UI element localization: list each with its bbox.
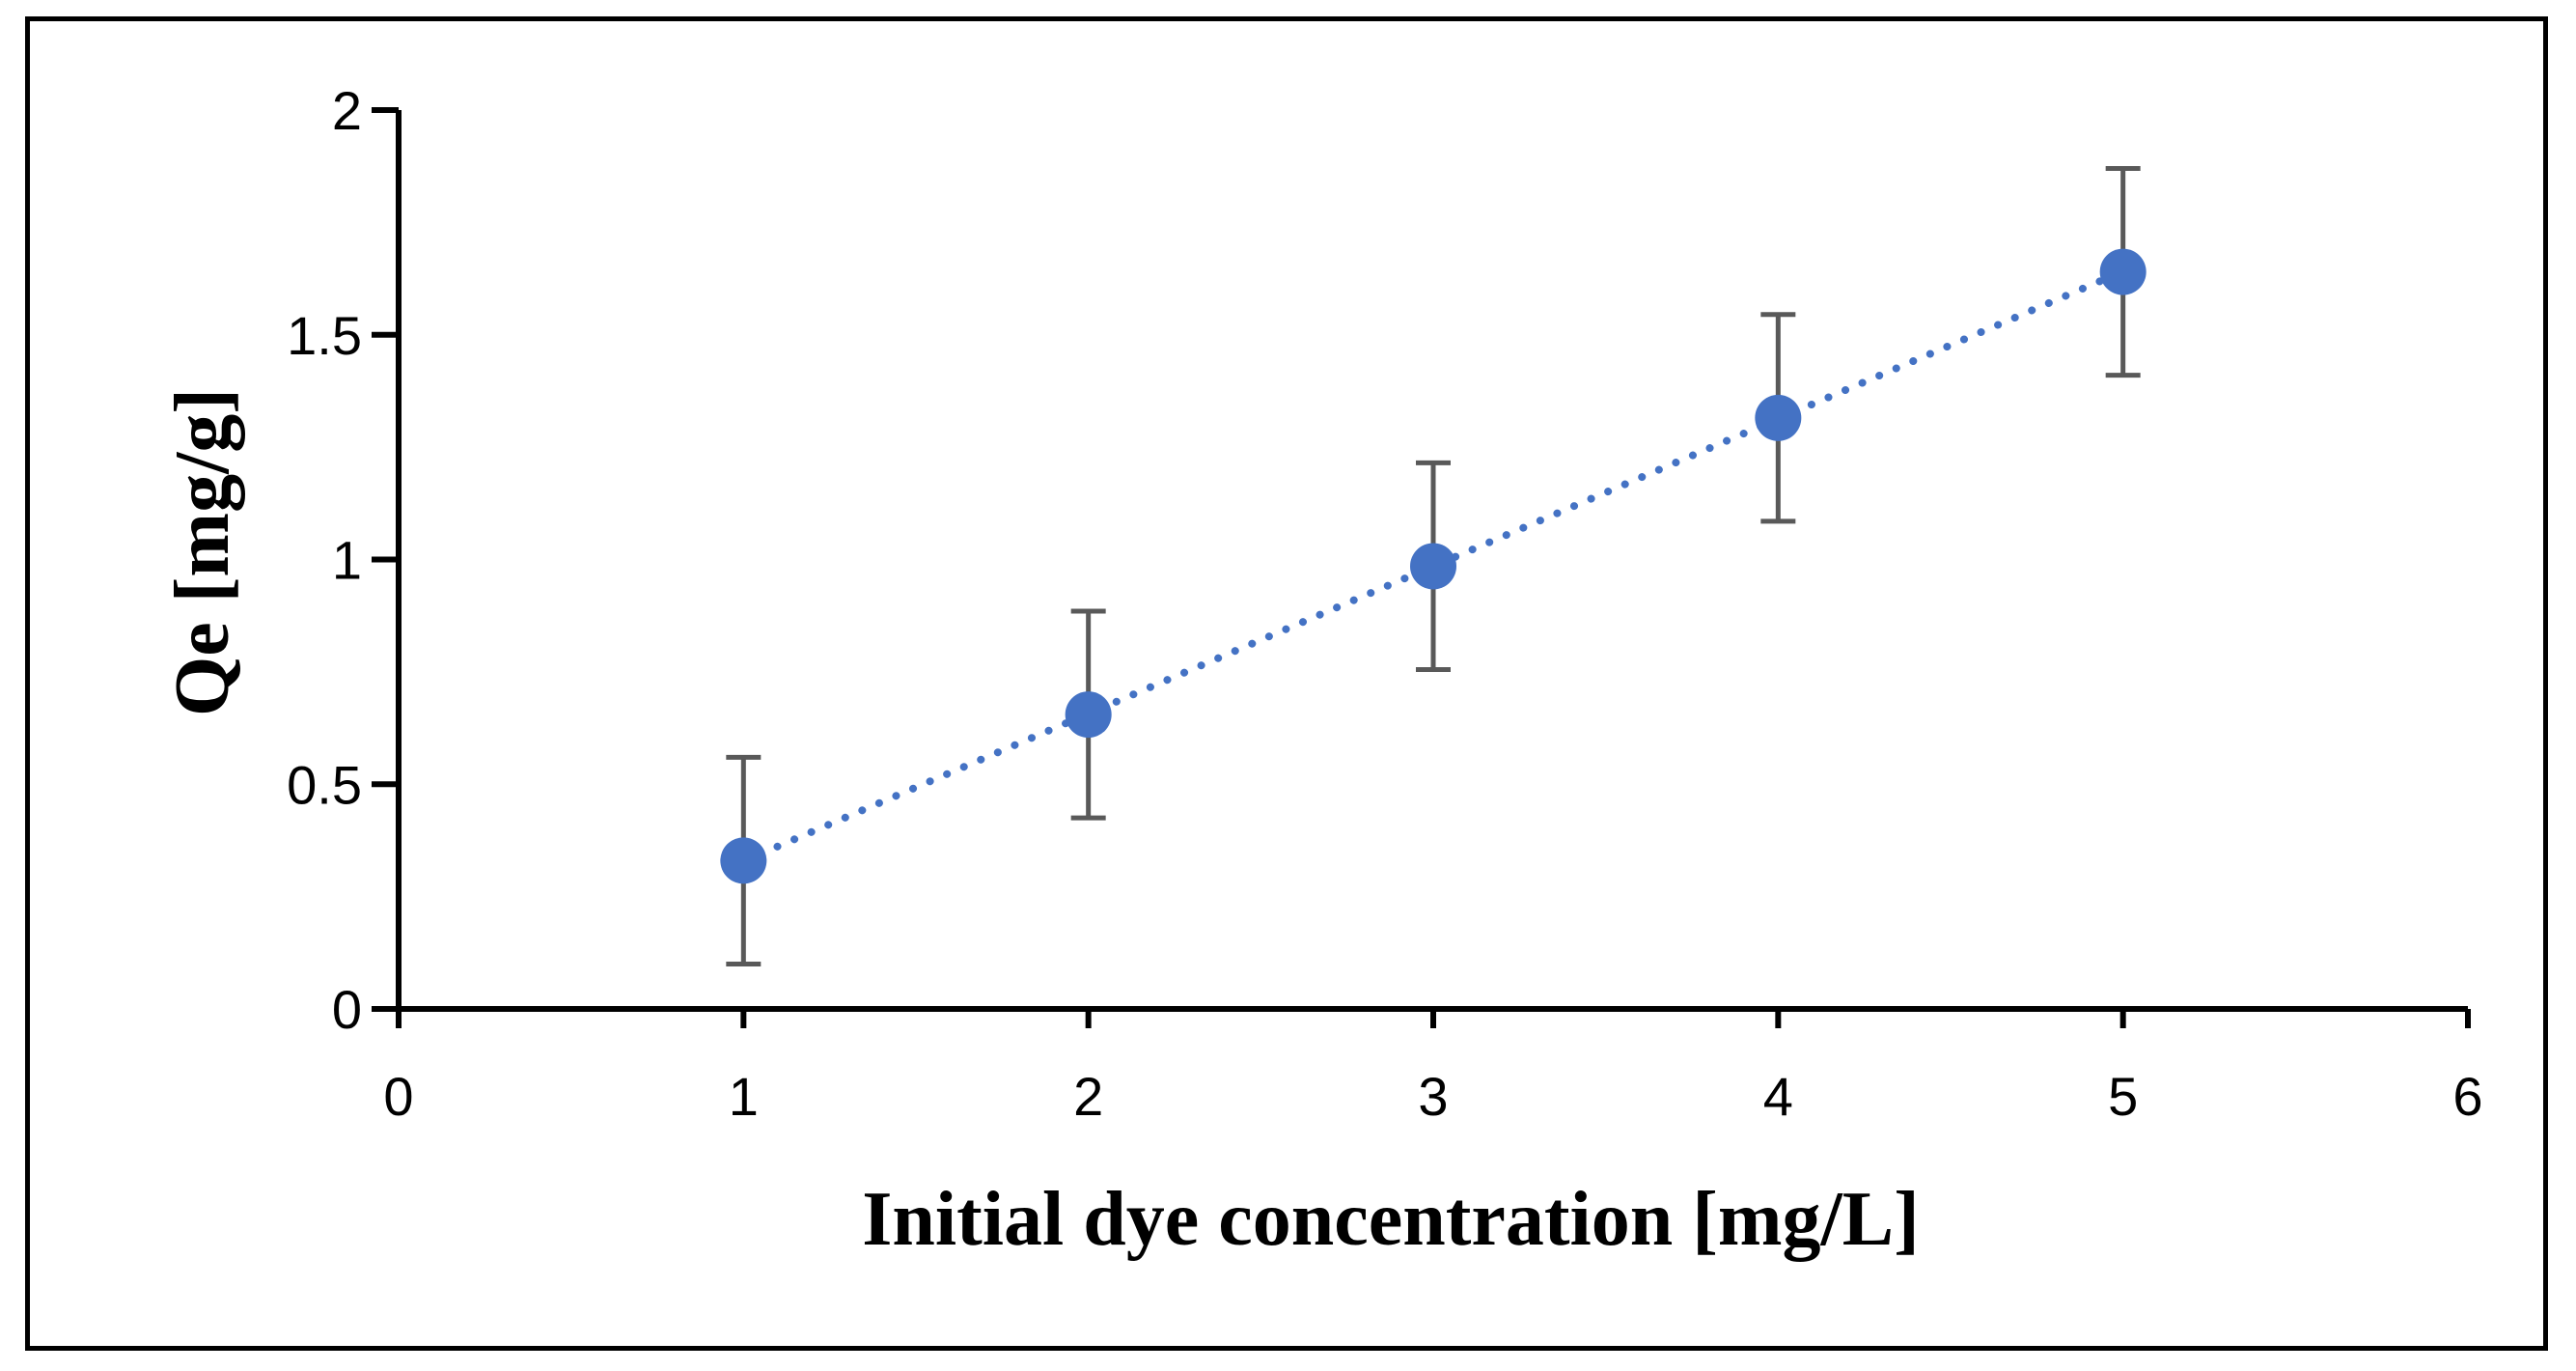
x-tick-label: 1 [729,1066,759,1127]
x-tick-label: 5 [2108,1066,2138,1127]
y-tick-label: 2 [332,80,362,141]
x-tick-label: 0 [383,1066,413,1127]
chart-svg: 0 1 2 3 4 5 6 0 0.5 1 1.5 2 Initial dye concentrati… [160,80,2483,1262]
data-points [720,248,2147,884]
y-tick-label: 1.5 [287,305,362,366]
data-point [2099,248,2147,295]
y-axis-title: Qe [mg/g] [160,388,245,716]
data-point [1410,543,1456,590]
y-tick-label: 0.5 [287,754,362,815]
axes [372,107,2471,1028]
data-point [1755,394,1802,441]
x-tick-label: 4 [1763,1066,1793,1127]
data-point [720,837,767,884]
chart-frame: 0 1 2 3 4 5 6 0 0.5 1 1.5 2 Initial dye concentrati… [25,16,2548,1351]
tick-labels: 0 1 2 3 4 5 6 0 0.5 1 1.5 2 [287,80,2482,1127]
y-tick-label: 0 [332,979,362,1040]
x-axis-title: Initial dye concentration [mg/L] [862,1177,1919,1262]
trendline [739,267,2127,865]
x-tick-label: 2 [1073,1066,1103,1127]
y-tick-label: 1 [332,530,362,591]
x-tick-label: 6 [2452,1066,2482,1127]
data-point [1065,691,1112,739]
x-tick-label: 3 [1418,1066,1448,1127]
trendline-group [739,267,2127,865]
